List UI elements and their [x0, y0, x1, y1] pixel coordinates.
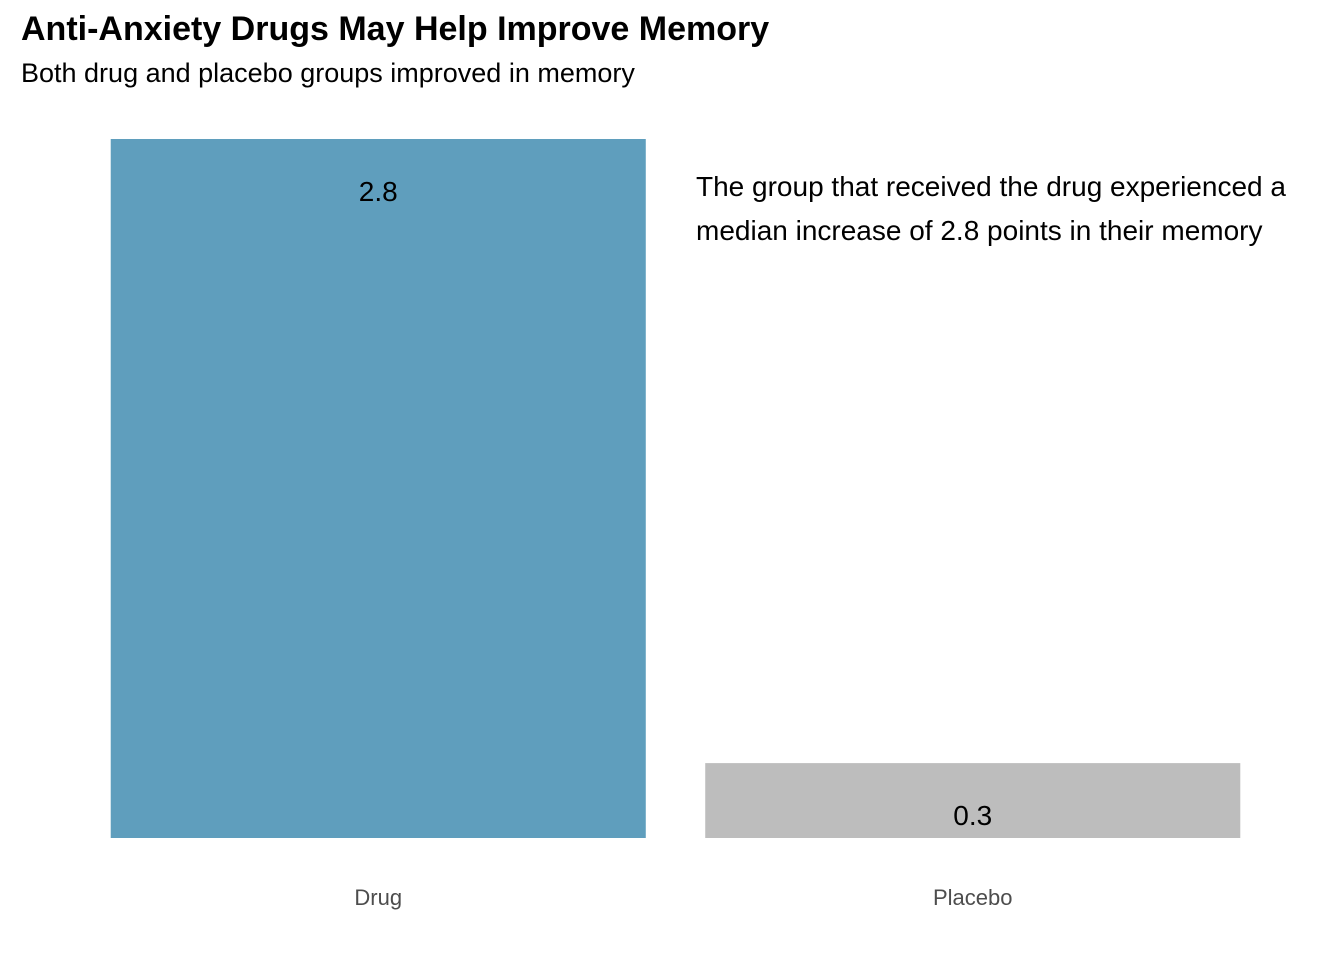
chart-annotation: The group that received the drug experie…: [696, 165, 1336, 253]
data-label-drug: 2.8: [359, 176, 398, 207]
x-tick-label-placebo: Placebo: [933, 885, 1013, 910]
data-label-placebo: 0.3: [953, 800, 992, 831]
bar-drug: [110, 139, 646, 838]
annotation-line-2: median increase of 2.8 points in their m…: [696, 215, 1263, 246]
chart-subtitle: Both drug and placebo groups improved in…: [21, 58, 635, 88]
chart-title: Anti-Anxiety Drugs May Help Improve Memo…: [21, 10, 770, 48]
x-tick-label-drug: Drug: [354, 885, 402, 910]
annotation-line-1: The group that received the drug experie…: [696, 171, 1286, 202]
bar-placebo: [705, 763, 1241, 838]
